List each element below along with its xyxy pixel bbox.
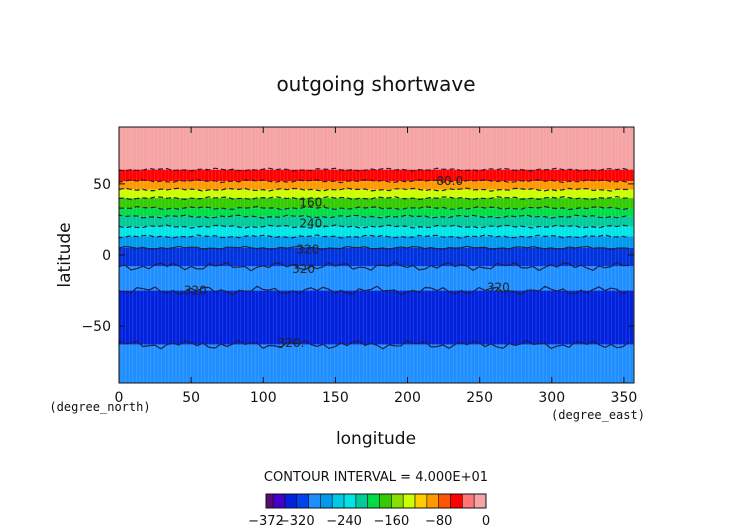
colorbar-swatch <box>331 493 345 509</box>
contour-line-3 <box>118 195 630 201</box>
contour-lines <box>118 167 630 350</box>
colorbar-swatch <box>391 493 404 509</box>
y-tick-label: −50 <box>81 319 111 335</box>
y-tick-label: 0 <box>102 248 111 264</box>
colorbar-swatch <box>355 493 369 509</box>
colorbar-swatch <box>414 493 428 509</box>
contour-line-0 <box>118 167 630 172</box>
x-tick-label: 0 <box>115 390 124 406</box>
y-axis-units: (degree_north) <box>49 400 150 414</box>
lat-band-9 <box>119 247 634 267</box>
lat-band-1 <box>119 169 634 182</box>
colorbar-swatch <box>272 493 286 509</box>
colorbar-swatch <box>367 493 380 509</box>
x-axis-ticks: 0 50 100 150 200 250 300 350 <box>115 127 638 406</box>
lat-band-7 <box>119 226 634 237</box>
chart-title: outgoing shortwave <box>276 72 475 96</box>
x-tick-label: 200 <box>394 390 421 406</box>
contour-label-1: 160. <box>299 195 326 209</box>
contour-line-2 <box>118 187 630 192</box>
colorbar-tick-label: −320 <box>279 514 315 529</box>
colorbar-swatch <box>426 493 439 509</box>
colorbar-tick-label: −372 <box>248 514 284 529</box>
x-tick-label: 300 <box>538 390 565 406</box>
colorbar-swatch <box>265 493 274 509</box>
y-tick-label: 50 <box>93 177 111 193</box>
y-axis-label: latitude <box>55 222 75 287</box>
lat-band-12 <box>119 344 634 383</box>
colorbar-swatch <box>296 493 309 509</box>
lat-band-6 <box>119 216 634 227</box>
colorbar-swatch <box>473 493 487 509</box>
contour-label-5: 320 <box>184 284 207 298</box>
contour-label-4: 320 <box>292 262 315 276</box>
x-tick-label: 100 <box>250 390 277 406</box>
x-axis-label: longitude <box>336 429 416 449</box>
colorbar-tick-label: −240 <box>326 514 362 529</box>
contour-line-6 <box>118 224 630 229</box>
colorbar-tick-label: −160 <box>374 514 410 529</box>
contour-label-2: 240. <box>299 217 326 231</box>
lat-band-8 <box>119 236 634 248</box>
colorbar-swatch <box>462 493 475 509</box>
contour-line-5 <box>118 214 630 219</box>
colorbar-swatch <box>320 493 333 509</box>
lat-band-11 <box>119 290 634 345</box>
colorbar-frame <box>265 493 487 509</box>
colorbar-tick-label: 0 <box>482 514 490 529</box>
contour-labels: 80.0 160. 240. 320 320 320 320 320. <box>184 174 510 350</box>
contour-label-0: 80.0 <box>436 174 463 188</box>
contour-line-10 <box>118 285 630 296</box>
latitude-bands <box>119 127 634 383</box>
contour-line-4 <box>118 205 630 211</box>
colorbar <box>265 493 487 509</box>
colorbar-swatch <box>402 493 416 509</box>
grid-stripes <box>121 127 634 383</box>
contour-line-8 <box>118 245 630 251</box>
contour-line-11 <box>118 339 630 350</box>
contour-label-7: 320. <box>278 336 305 350</box>
colorbar-swatch <box>450 493 463 509</box>
contour-label-3: 320 <box>296 242 319 256</box>
contour-label-6: 320 <box>487 281 510 295</box>
x-axis-units: (degree_east) <box>551 408 645 422</box>
x-tick-label: 350 <box>611 390 638 406</box>
contour-line-1 <box>118 178 630 184</box>
x-tick-label: 250 <box>466 390 493 406</box>
x-tick-label: 50 <box>182 390 200 406</box>
contour-interval: CONTOUR INTERVAL = 4.000E+01 <box>264 470 488 485</box>
lat-band-5 <box>119 208 634 217</box>
colorbar-swatch <box>343 493 357 509</box>
colorbar-swatch <box>438 493 451 509</box>
contour-line-9 <box>118 261 630 272</box>
x-tick-label: 150 <box>322 390 349 406</box>
y-axis-ticks: 50 0 −50 <box>81 177 634 335</box>
colorbar-labels: −372−320 −240 −160 −80 0 <box>248 514 490 529</box>
lat-band-3 <box>119 189 634 199</box>
lat-band-4 <box>119 198 634 209</box>
colorbar-swatch <box>379 493 392 509</box>
colorbar-swatch <box>308 493 321 509</box>
contour-line-7 <box>118 234 630 239</box>
colorbar-swatch <box>284 493 298 509</box>
lat-band-0 <box>119 127 634 170</box>
colorbar-tick-label: −80 <box>425 514 452 529</box>
lat-band-2 <box>119 181 634 190</box>
